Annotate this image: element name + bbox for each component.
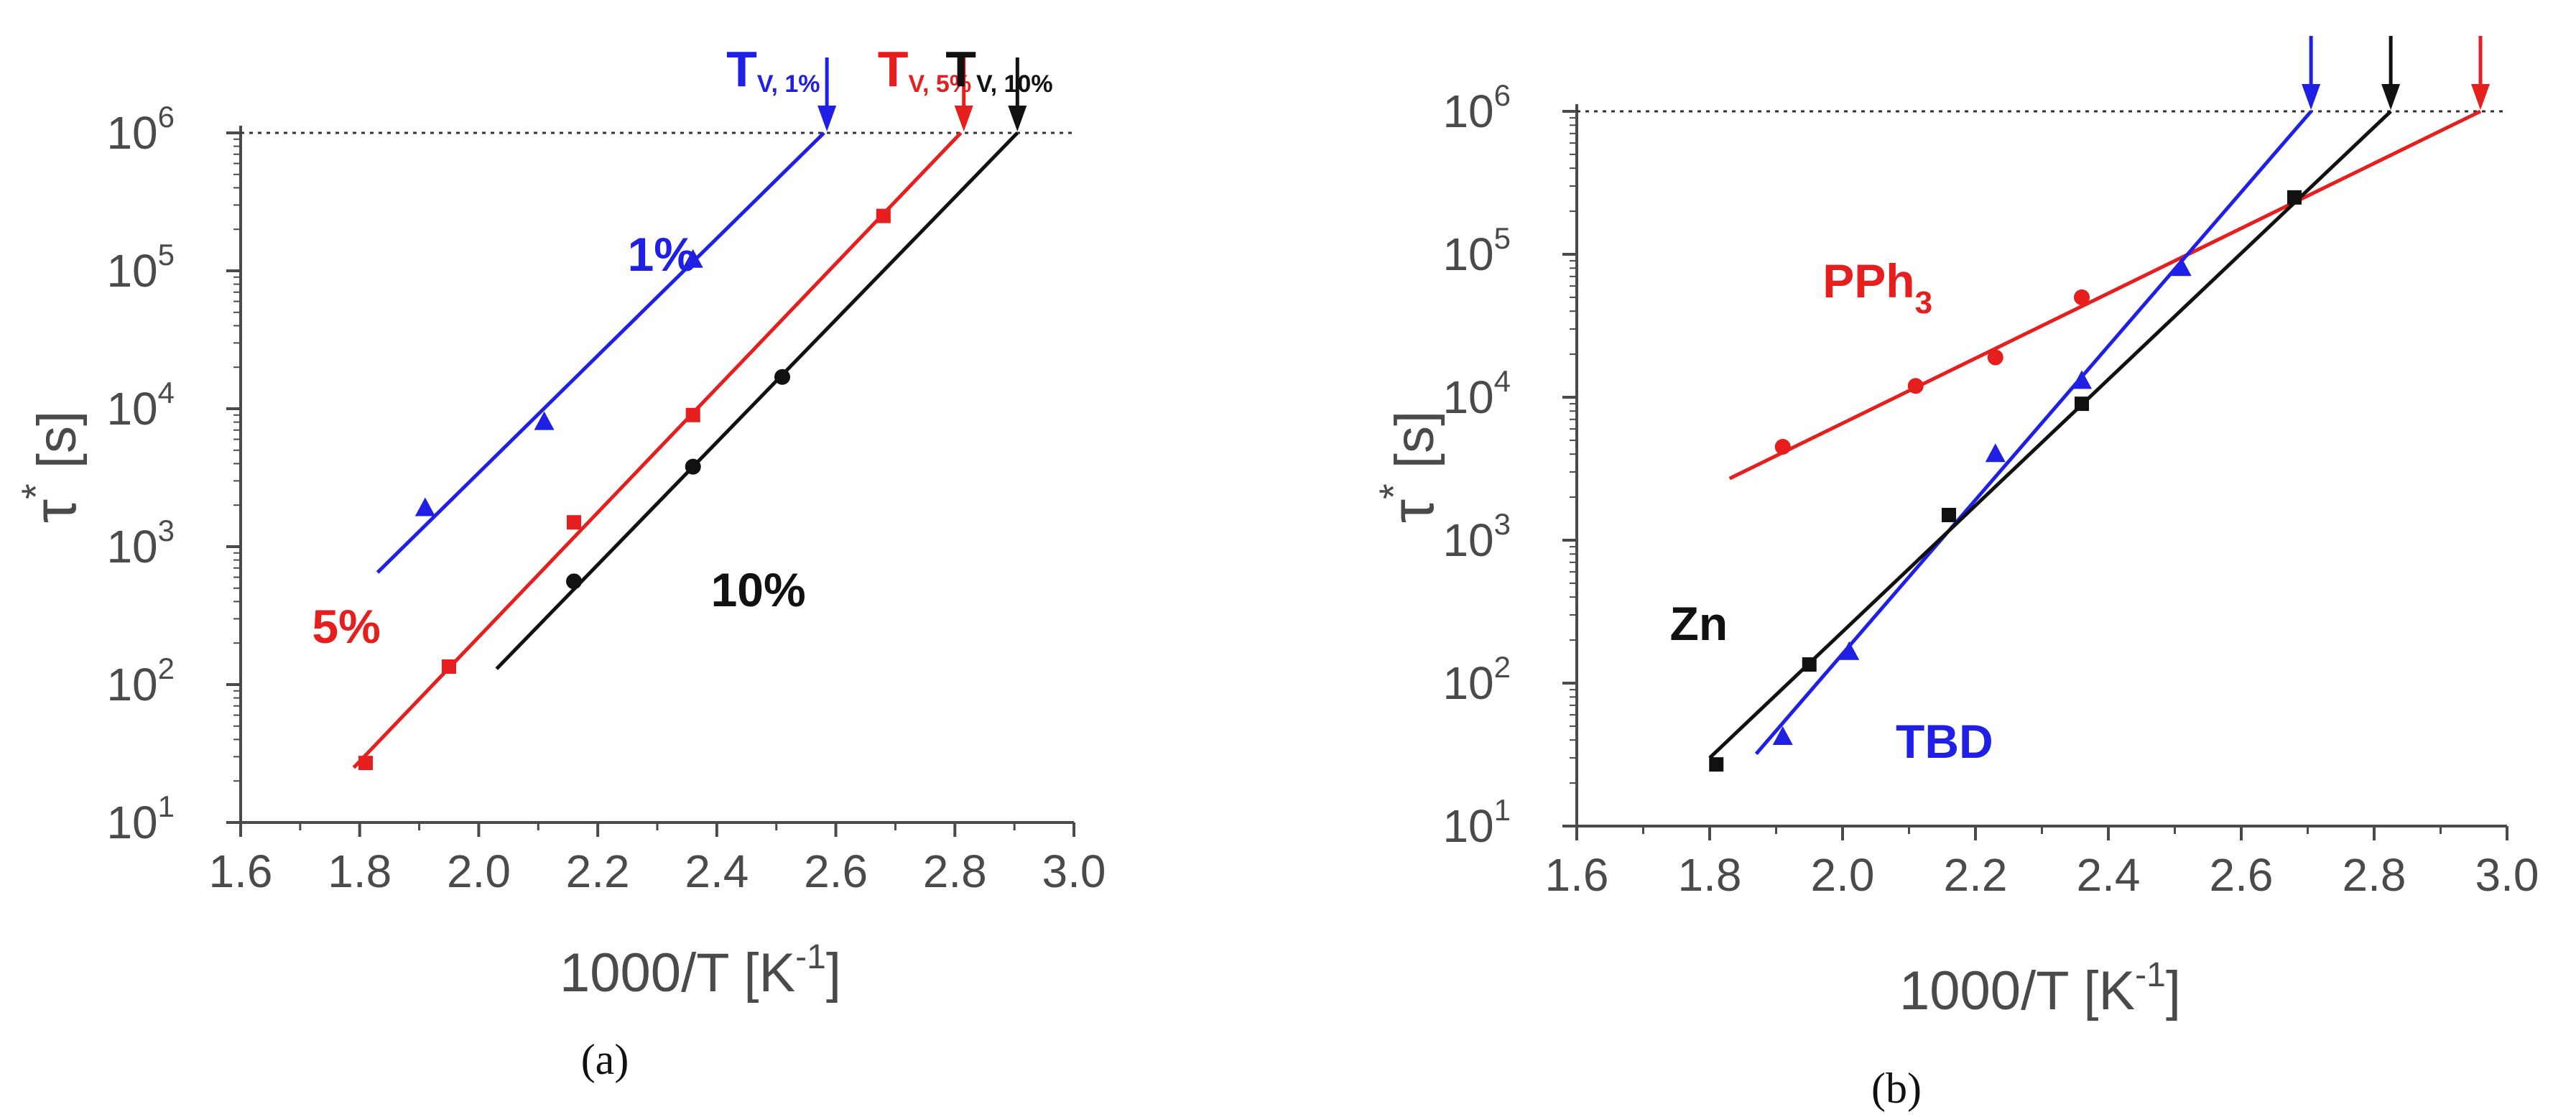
top-label-5%: TV, 5% [878, 41, 971, 98]
x-tick-label: 3.0 [2475, 849, 2539, 901]
data-point [2171, 257, 2192, 277]
x-tick-label: 1.8 [328, 845, 392, 897]
data-point [414, 497, 435, 516]
y-tick-label: 101 [1442, 793, 1511, 852]
y-tick-label: 106 [106, 100, 175, 159]
x-axis-label: 1000/T [K-1] [1899, 956, 2181, 1021]
arrow-head-Zn [2381, 84, 2401, 110]
y-tick-label: 103 [1442, 507, 1511, 566]
y-tick-label: 104 [106, 376, 175, 435]
x-tick-label: 1.6 [1545, 849, 1609, 901]
fit-line-TBD [1754, 110, 2313, 756]
x-tick-label: 1.6 [209, 845, 273, 897]
fit-line-1% [376, 131, 825, 574]
series-label-1%: 1% [628, 228, 696, 281]
data-point [567, 515, 581, 530]
series-1%: 1% TV, 1% [376, 41, 837, 574]
series-label-Zn: Zn [1670, 597, 1728, 650]
x-tick-label: 2.6 [2210, 849, 2274, 901]
series-PPh3: PPh3 [1728, 36, 2490, 481]
data-point [1774, 439, 1791, 455]
panel-b-caption: (b) [1871, 1065, 1922, 1112]
arrow-head-PPh3 [2471, 84, 2490, 110]
series-Zn: Zn [1670, 36, 2401, 772]
data-point [1942, 507, 1956, 522]
y-axis-label: τ* [s] [13, 411, 88, 523]
x-tick-label: 2.8 [923, 845, 987, 897]
arrow-head-10% [1008, 106, 1027, 131]
x-tick-label: 2.2 [1944, 849, 2008, 901]
data-point [534, 411, 555, 430]
y-tick-label: 105 [1442, 221, 1511, 280]
data-point [1772, 726, 1793, 745]
x-tick-label: 2.2 [566, 845, 630, 897]
data-point [1985, 443, 2006, 463]
panel-b-chart: 1.6 1.8 2.0 2.2 2.4 2.6 2.8 3.0 101 102 103 104 105 1… [1371, 36, 2539, 1021]
y-tick-label: 102 [106, 652, 175, 710]
series-label-PPh3: PPh3 [1822, 254, 1932, 320]
x-tick-label: 2.6 [804, 845, 868, 897]
y-tick-label: 103 [106, 514, 175, 573]
data-point [1987, 349, 2003, 366]
fit-line-10% [495, 131, 1019, 670]
data-point [685, 407, 700, 422]
fit-line-PPh3 [1728, 109, 2482, 481]
series-label-TBD: TBD [1896, 715, 1993, 768]
data-point [2072, 370, 2092, 389]
series-label-10%: 10% [711, 563, 806, 616]
x-tick-label: 2.0 [1811, 849, 1875, 901]
series-TBD: TBD [1754, 36, 2321, 768]
data-point [566, 573, 582, 590]
series-label-5%: 5% [312, 600, 380, 653]
panel-a-chart: 1.6 1.8 2.0 2.2 2.4 2.6 2.8 3.0 101 102 103 104 105 1… [13, 41, 1106, 1004]
data-point [774, 369, 790, 385]
arrow-head-1% [817, 106, 837, 131]
series-5%: 5% TV, 5% [312, 41, 973, 771]
top-label-10%: TV, 10% [945, 41, 1052, 98]
x-tick-label: 1.8 [1678, 849, 1742, 901]
y-tick-label: 101 [106, 789, 175, 848]
data-point [358, 756, 373, 771]
data-point [1709, 757, 1724, 772]
y-tick-label: 106 [1442, 78, 1511, 137]
x-tick-label: 2.8 [2343, 849, 2406, 901]
x-axis-label: 1000/T [K-1] [560, 938, 841, 1004]
data-point [2287, 190, 2302, 205]
panel-a-caption: (a) [581, 1036, 629, 1083]
data-point [682, 249, 703, 268]
data-point [876, 208, 891, 223]
data-point [1839, 641, 1860, 660]
data-point [1802, 657, 1817, 672]
arrow-head-5% [954, 106, 973, 131]
x-tick-label: 2.0 [447, 845, 511, 897]
y-axis-label: τ* [s] [1371, 411, 1446, 523]
data-point [685, 458, 701, 475]
series-10%: 10% TV, 10% [495, 41, 1053, 670]
y-tick-label: 105 [106, 238, 175, 297]
x-tick-label: 2.4 [685, 845, 749, 897]
data-point [1907, 378, 1924, 394]
y-tick-label: 102 [1442, 650, 1511, 709]
x-tick-label: 2.4 [2077, 849, 2141, 901]
data-point [2074, 289, 2090, 305]
fit-line-Zn [1708, 110, 2392, 759]
x-tick-label: 3.0 [1042, 845, 1106, 897]
arrow-head-TBD [2302, 84, 2321, 110]
data-point [2075, 397, 2089, 412]
data-point [442, 659, 456, 674]
top-label-1%: TV, 1% [726, 41, 820, 98]
y-tick-label: 104 [1442, 364, 1511, 423]
